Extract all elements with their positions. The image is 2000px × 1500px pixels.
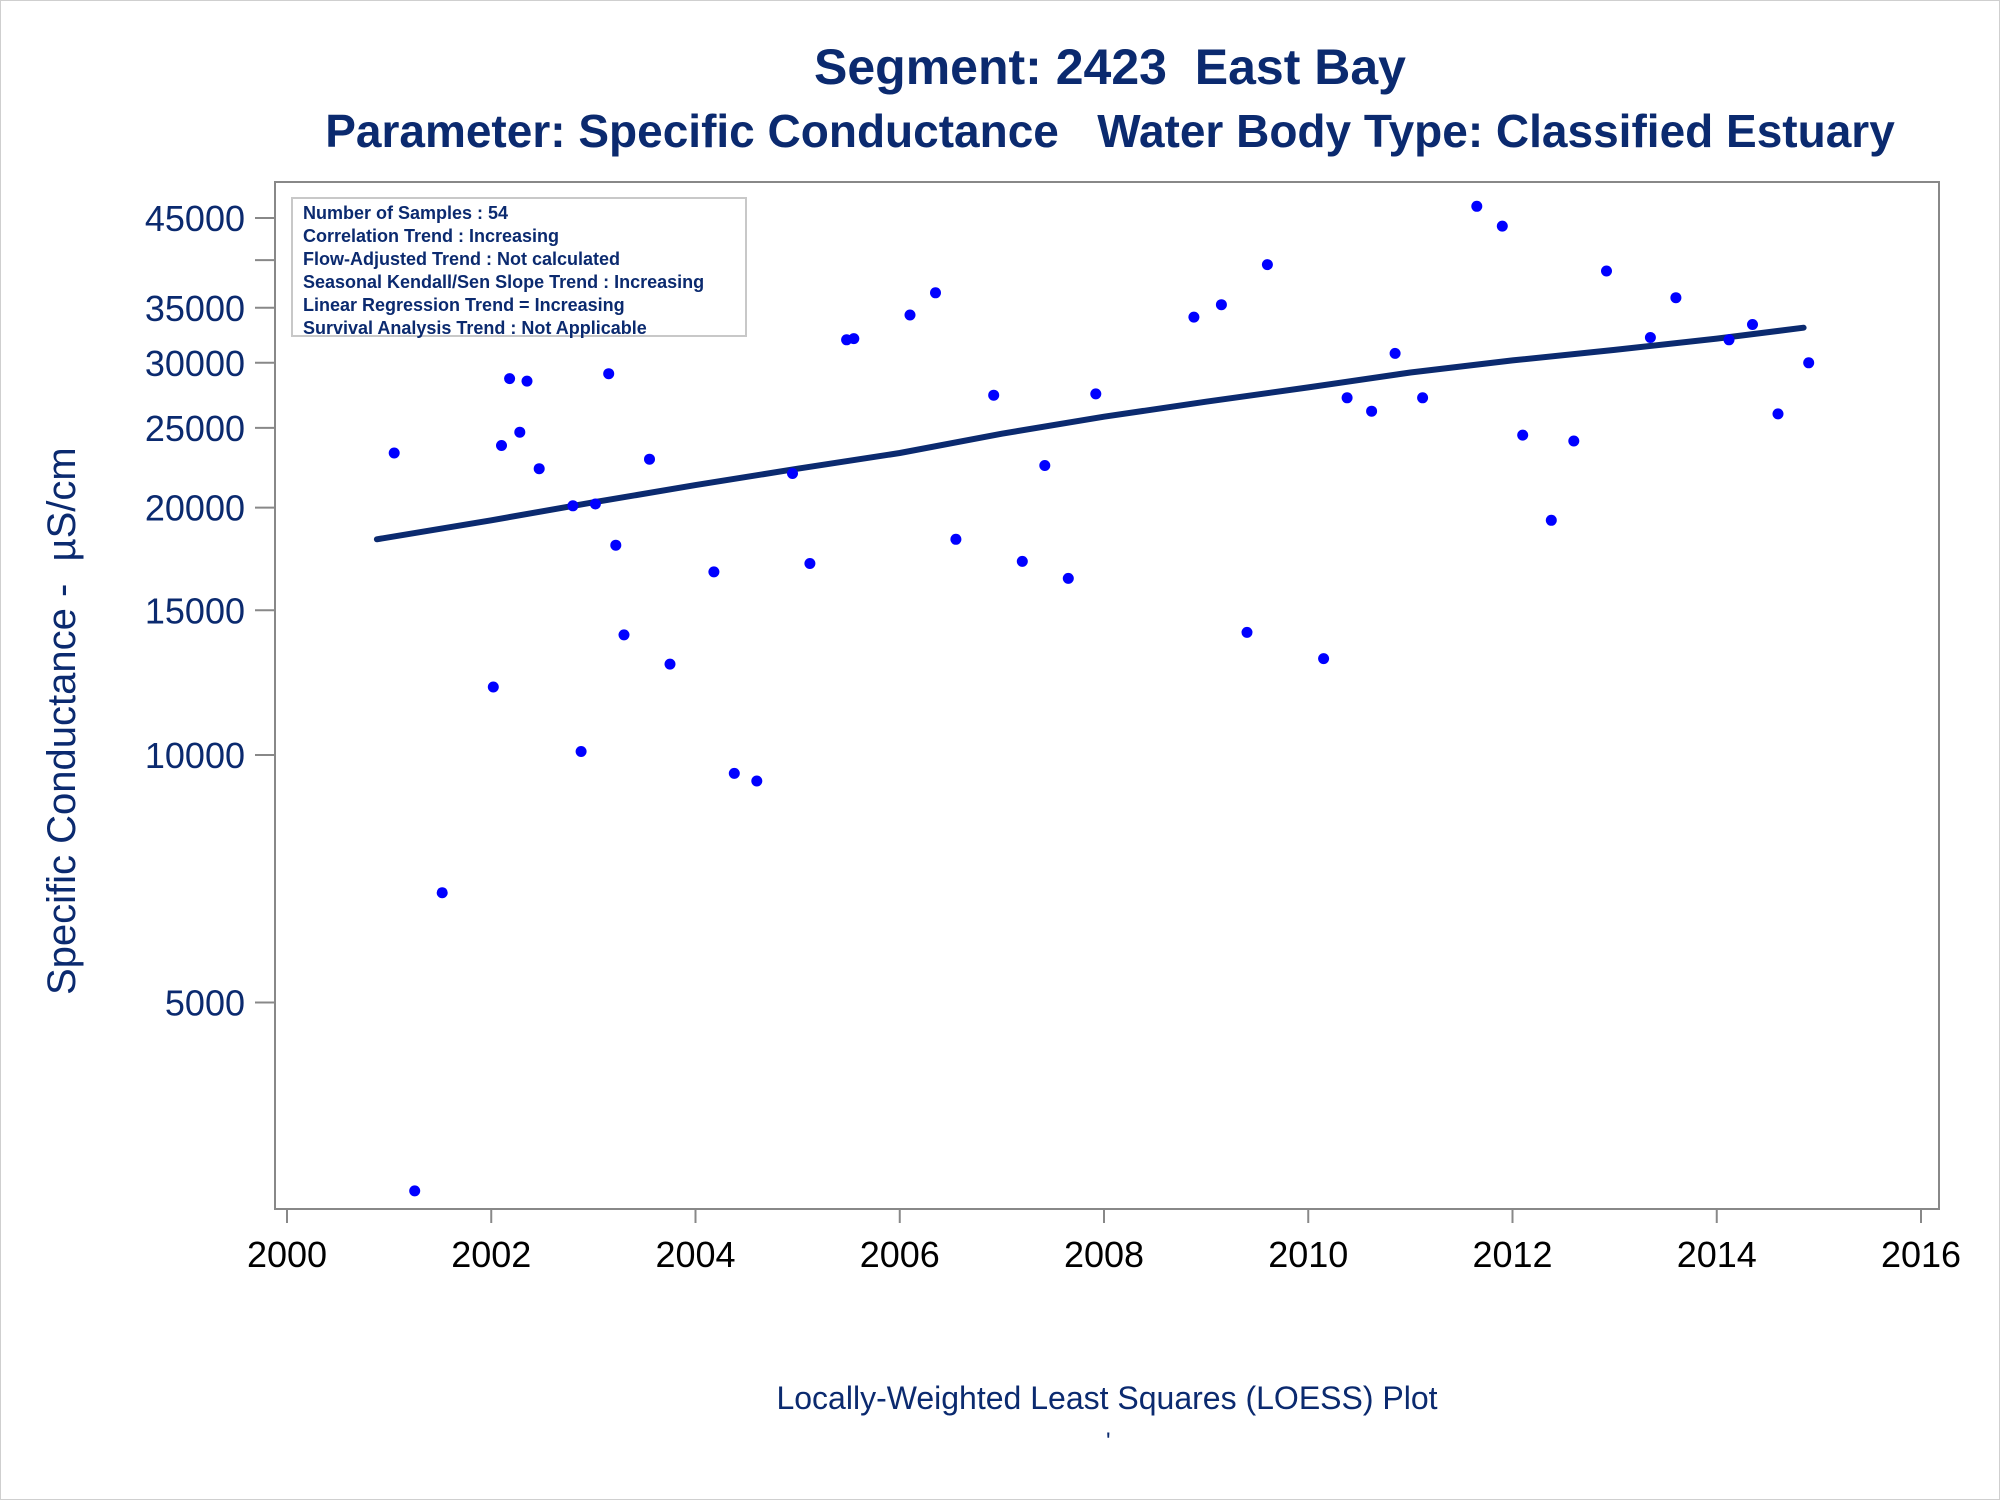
data-point (1568, 435, 1580, 447)
statistics-legend: Number of Samples : 54 Correlation Trend… (291, 197, 747, 338)
data-point (533, 463, 545, 475)
x-axis: 2000 2002 2004 2006 2008 2010 2012 2014 2016 (247, 1209, 1961, 1275)
data-point (1803, 357, 1815, 369)
data-point (930, 287, 941, 299)
chart-subtitle: Parameter: Specific Conductance Water Bo… (325, 105, 1895, 157)
y-tick-label: 45000 (145, 198, 245, 239)
x-tick-label: 2004 (655, 1234, 735, 1275)
data-point (644, 453, 655, 465)
stat-survival-analysis-trend: Survival Analysis Trend : Not Applicable (303, 318, 647, 338)
y-axis: 5000 10000 15000 20000 25000 30000 35000 45000 (145, 198, 275, 1024)
x-tick-label: 2014 (1677, 1234, 1757, 1275)
stat-sample-count: Number of Samples : 54 (303, 203, 509, 223)
data-point (804, 558, 816, 569)
data-points (371, 200, 1815, 1197)
data-point (1644, 332, 1656, 343)
y-axis-label: Specific Conductance - µS/cm (40, 447, 84, 995)
y-tick-label: 30000 (145, 343, 245, 384)
data-point (567, 500, 579, 512)
footnote-mark: ' (1106, 1428, 1111, 1455)
data-point (521, 375, 533, 387)
data-point (1261, 259, 1273, 271)
data-point (1417, 392, 1429, 404)
data-point (751, 775, 763, 787)
data-point (1366, 405, 1378, 417)
data-point (1062, 572, 1074, 584)
data-point (1471, 200, 1483, 212)
data-point (728, 767, 740, 779)
y-tick-label: 5000 (165, 983, 245, 1024)
footnote: Locally-Weighted Least Squares (LOESS) P… (776, 1380, 1438, 1416)
data-point (848, 333, 860, 345)
data-point (496, 440, 507, 451)
x-tick-label: 2016 (1881, 1234, 1961, 1275)
data-point (1188, 311, 1200, 323)
data-point (1772, 408, 1784, 420)
data-point (1723, 334, 1735, 346)
data-point (904, 309, 916, 321)
data-point (1090, 388, 1102, 400)
data-point (409, 1185, 421, 1197)
y-tick-label: 10000 (145, 735, 245, 776)
data-point (1341, 392, 1353, 404)
data-point (1517, 429, 1529, 441)
data-point (504, 373, 516, 385)
data-point (1215, 299, 1227, 311)
data-point (950, 533, 962, 545)
data-point (603, 368, 615, 380)
data-point (388, 447, 400, 459)
data-point (589, 498, 601, 510)
data-point (487, 681, 499, 693)
data-point (575, 746, 587, 757)
x-tick-label: 2008 (1064, 1234, 1144, 1275)
y-tick-label: 15000 (145, 590, 245, 631)
data-point (664, 658, 676, 670)
data-point (1747, 319, 1758, 330)
x-tick-label: 2012 (1472, 1234, 1552, 1275)
stat-flow-adjusted-trend: Flow-Adjusted Trend : Not calculated (303, 249, 621, 269)
data-point (1039, 460, 1051, 471)
trend-line-group (373, 324, 1807, 543)
data-point (1318, 653, 1330, 665)
trend-line (373, 324, 1807, 543)
x-tick-label: 2006 (860, 1234, 940, 1275)
data-point (1016, 555, 1028, 567)
plot-area (274, 181, 1940, 1210)
data-point (1670, 292, 1682, 304)
data-point (1545, 514, 1557, 526)
stat-seasonal-kendall-trend: Seasonal Kendall/Sen Slope Trend : Incre… (303, 272, 705, 292)
data-point (1389, 347, 1401, 359)
y-tick-label: 25000 (145, 408, 245, 449)
x-tick-label: 2000 (247, 1234, 327, 1275)
y-tick-label: 20000 (145, 488, 245, 529)
data-point (514, 426, 526, 438)
data-point (708, 566, 720, 578)
data-point (1241, 626, 1253, 638)
data-point (988, 389, 1000, 401)
y-tick-label: 35000 (145, 288, 245, 329)
stat-linear-regression-trend: Linear Regression Trend = Increasing (303, 295, 625, 315)
data-point (1496, 220, 1508, 232)
data-point (1601, 265, 1612, 277)
data-point (436, 887, 448, 899)
data-point (618, 629, 630, 641)
stat-correlation-trend: Correlation Trend : Increasing (303, 226, 560, 246)
x-tick-label: 2002 (451, 1234, 531, 1275)
x-tick-label: 2010 (1268, 1234, 1348, 1275)
chart-title: Segment: 2423 East Bay (814, 39, 1406, 95)
data-point (787, 468, 798, 479)
data-point (610, 539, 622, 551)
